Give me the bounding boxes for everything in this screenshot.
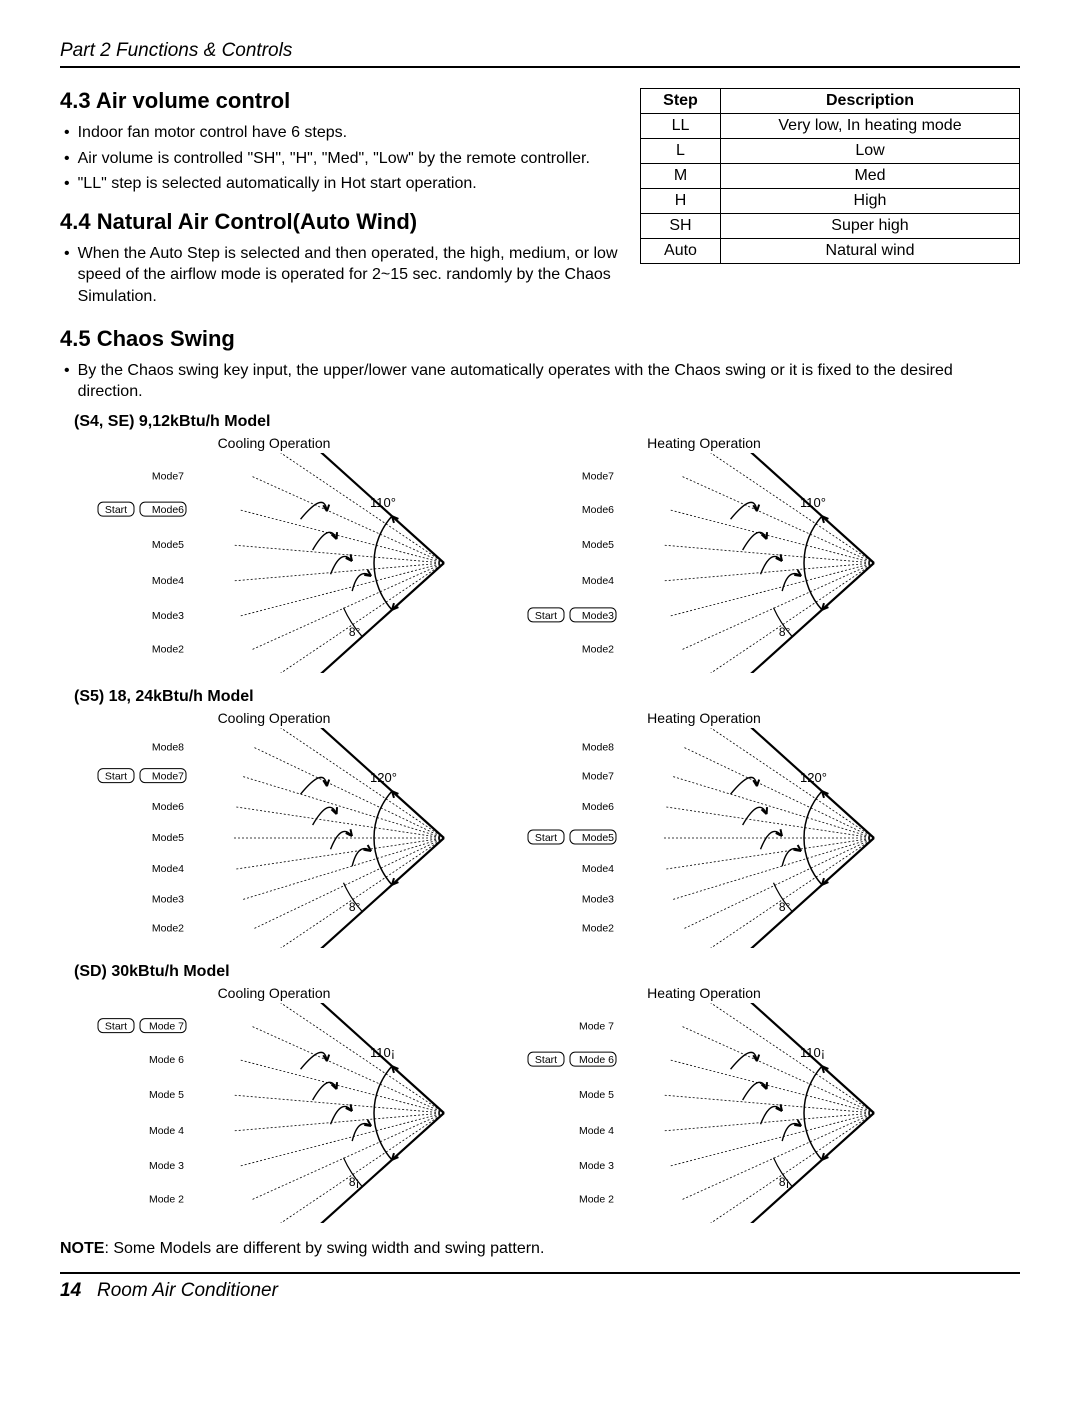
svg-text:Mode6: Mode6	[582, 504, 614, 516]
note: NOTE: Some Models are different by swing…	[60, 1240, 1020, 1258]
svg-text:Mode3: Mode3	[582, 610, 614, 622]
svg-text:Mode3: Mode3	[582, 893, 614, 905]
svg-text:Mode7: Mode7	[152, 770, 184, 782]
svg-text:Mode7: Mode7	[582, 470, 614, 482]
svg-text:110¡: 110¡	[800, 1045, 825, 1060]
diagram-row: Cooling OperationCLOSEDOPENMode8Mode7Mod…	[74, 435, 1020, 678]
step-table: Step Description LLVery low, In heating …	[640, 88, 1020, 264]
svg-text:Start: Start	[105, 504, 127, 516]
svg-text:Mode4: Mode4	[582, 575, 614, 587]
svg-text:Mode 6: Mode 6	[149, 1054, 184, 1066]
svg-text:Mode5: Mode5	[152, 539, 184, 551]
table-row: AutoNatural wind	[641, 239, 1020, 264]
swing-diagram: Cooling OperationCLOSEDOPENMode 8Mode 7S…	[74, 985, 474, 1228]
svg-text:Mode 7: Mode 7	[579, 1020, 614, 1032]
swing-diagram: Cooling OperationCLOSEDOPENMode8Mode7Mod…	[74, 435, 474, 678]
svg-text:Mode6: Mode6	[152, 504, 184, 516]
swing-diagram: Heating OperationCLOSEDOPENMode 8Mode 7M…	[504, 985, 904, 1228]
svg-text:Mode 2: Mode 2	[579, 1193, 614, 1205]
svg-text:Mode4: Mode4	[582, 863, 614, 875]
svg-text:Mode 7: Mode 7	[149, 1020, 184, 1032]
diagram-row: Cooling OperationCLOSEDOPENMode 8Mode 7S…	[74, 985, 1020, 1228]
diagram-title: Heating Operation	[504, 710, 904, 726]
sec43-title: 4.3 Air volume control	[60, 88, 618, 114]
diagram-title: Heating Operation	[504, 985, 904, 1001]
svg-text:Start: Start	[535, 610, 557, 622]
svg-text:120°: 120°	[370, 770, 397, 785]
svg-text:8°: 8°	[779, 900, 791, 914]
model-label: (S4, SE) 9,12kBtu/h Model	[74, 413, 1020, 431]
svg-text:Mode 2: Mode 2	[149, 1193, 184, 1205]
table-row: MMed	[641, 164, 1020, 189]
svg-text:Mode2: Mode2	[582, 922, 614, 934]
sec43-b1: Air volume is controlled "SH", "H", "Med…	[64, 148, 618, 170]
svg-text:Start: Start	[535, 1054, 557, 1066]
svg-text:Mode4: Mode4	[152, 863, 184, 875]
svg-text:Mode3: Mode3	[152, 893, 184, 905]
table-row: HHigh	[641, 189, 1020, 214]
svg-text:8°: 8°	[349, 900, 361, 914]
diagram-title: Cooling Operation	[74, 435, 474, 451]
svg-text:Mode5: Mode5	[152, 832, 184, 844]
svg-text:Start: Start	[535, 832, 557, 844]
svg-text:Mode2: Mode2	[152, 643, 184, 655]
sec43-b2: "LL" step is selected automatically in H…	[64, 173, 618, 195]
svg-text:Mode6: Mode6	[152, 801, 184, 813]
svg-text:Mode 6: Mode 6	[579, 1054, 614, 1066]
svg-text:8°: 8°	[349, 625, 361, 639]
svg-text:Mode 3: Mode 3	[579, 1160, 614, 1172]
svg-text:Mode 4: Mode 4	[149, 1125, 184, 1137]
svg-text:Mode 3: Mode 3	[149, 1160, 184, 1172]
footer: 14 Room Air Conditioner	[60, 1272, 1020, 1302]
svg-text:Mode4: Mode4	[152, 575, 184, 587]
svg-text:110°: 110°	[800, 495, 826, 510]
diagram-title: Cooling Operation	[74, 710, 474, 726]
svg-text:Mode3: Mode3	[152, 610, 184, 622]
sec44-b: When the Auto Step is selected and then …	[64, 243, 618, 308]
svg-text:Mode7: Mode7	[582, 770, 614, 782]
svg-text:Mode 5: Mode 5	[579, 1089, 614, 1101]
svg-text:Mode8: Mode8	[152, 741, 184, 753]
svg-text:Start: Start	[105, 770, 127, 782]
svg-text:110¡: 110¡	[370, 1045, 395, 1060]
diagram-row: Cooling OperationCLOSEDOPENMode9Mode8Mod…	[74, 710, 1020, 953]
model-label: (S5) 18, 24kBtu/h Model	[74, 688, 1020, 706]
svg-text:Mode6: Mode6	[582, 801, 614, 813]
swing-diagram: Heating OperationCLOSEDOPENMode9Mode8Mod…	[504, 710, 904, 953]
svg-text:110°: 110°	[370, 495, 396, 510]
svg-text:Mode 4: Mode 4	[579, 1125, 614, 1137]
model-label: (SD) 30kBtu/h Model	[74, 963, 1020, 981]
table-row: LLVery low, In heating mode	[641, 114, 1020, 139]
svg-text:Mode5: Mode5	[582, 539, 614, 551]
diagram-title: Heating Operation	[504, 435, 904, 451]
svg-text:8¡: 8¡	[779, 1175, 790, 1189]
sec45-b: By the Chaos swing key input, the upper/…	[64, 360, 1020, 403]
table-row: SHSuper high	[641, 214, 1020, 239]
svg-text:Mode2: Mode2	[582, 643, 614, 655]
sec44-title: 4.4 Natural Air Control(Auto Wind)	[60, 209, 618, 235]
swing-diagram: Heating OperationCLOSEDOPENMode8Mode7Mod…	[504, 435, 904, 678]
svg-text:8¡: 8¡	[349, 1175, 360, 1189]
th-step: Step	[641, 89, 721, 114]
sec43-b0: Indoor fan motor control have 6 steps.	[64, 122, 618, 144]
svg-text:Mode5: Mode5	[582, 832, 614, 844]
th-desc: Description	[721, 89, 1020, 114]
sec45-title: 4.5 Chaos Swing	[60, 326, 1020, 352]
diagram-title: Cooling Operation	[74, 985, 474, 1001]
svg-text:Mode8: Mode8	[582, 741, 614, 753]
table-row: LLow	[641, 139, 1020, 164]
svg-text:Mode2: Mode2	[152, 922, 184, 934]
svg-text:Mode7: Mode7	[152, 470, 184, 482]
page-header: Part 2 Functions & Controls	[60, 40, 1020, 68]
svg-text:120°: 120°	[800, 770, 827, 785]
svg-text:Start: Start	[105, 1020, 127, 1032]
swing-diagram: Cooling OperationCLOSEDOPENMode9Mode8Mod…	[74, 710, 474, 953]
svg-text:8°: 8°	[779, 625, 791, 639]
svg-text:Mode 5: Mode 5	[149, 1089, 184, 1101]
